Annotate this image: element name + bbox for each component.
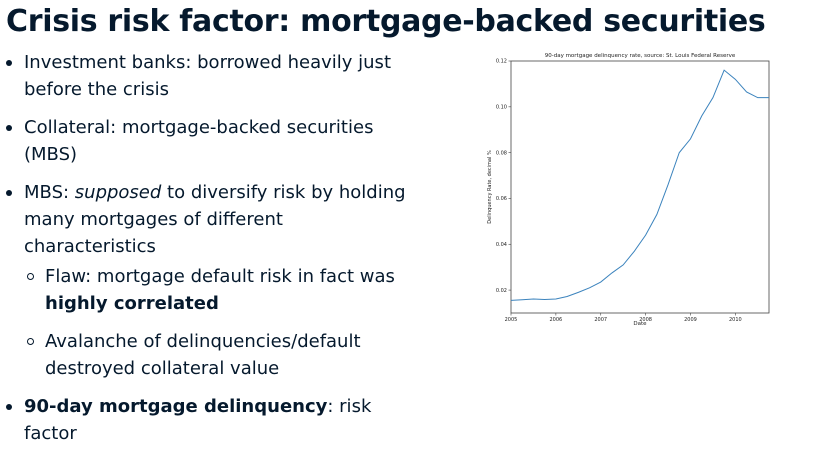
series-line bbox=[510, 69, 769, 301]
bullet-text-prefix: MBS: bbox=[24, 182, 75, 203]
y-tick-label: 0.04 bbox=[496, 242, 507, 248]
sub-bullet-bold: highly correlated bbox=[45, 293, 219, 314]
sub-bullet-flaw: Flaw: mortgage default risk in fact was … bbox=[24, 263, 420, 317]
x-tick-label: 2008 bbox=[639, 317, 652, 323]
bullet-investment-banks: Investment banks: borrowed heavily just … bbox=[0, 49, 420, 103]
x-tick-label: 2009 bbox=[684, 317, 697, 323]
bullet-text-emphasis: supposed bbox=[74, 182, 162, 203]
y-axis-label: Delinquency Rate, decimal % bbox=[487, 150, 493, 224]
bullet-delinquency: 90-day mortgage delinquency: risk factor bbox=[0, 393, 420, 447]
bullet-mbs: MBS: supposed to diversify risk by holdi… bbox=[0, 179, 420, 382]
x-tick-label: 2005 bbox=[505, 317, 518, 323]
delinquency-chart: 90-day mortgage delinquency rate, source… bbox=[482, 50, 774, 330]
chart-svg: 90-day mortgage delinquency rate, source… bbox=[487, 53, 770, 327]
bullet-collateral: Collateral: mortgage-backed securities (… bbox=[0, 114, 420, 168]
bullet-text-suffix: to diversify risk by holding many mortga… bbox=[24, 182, 406, 257]
x-axis-label: Date bbox=[633, 321, 647, 327]
plot-frame bbox=[510, 60, 770, 314]
bullet-bold: 90-day mortgage delinquency bbox=[24, 396, 328, 417]
y-tick-label: 0.12 bbox=[496, 59, 507, 65]
bullet-text: Investment banks: borrowed heavily just … bbox=[24, 52, 391, 100]
slide-title: Crisis risk factor: mortgage-backed secu… bbox=[6, 4, 766, 39]
sub-bullet-text: Flaw: mortgage default risk in fact was bbox=[45, 266, 395, 287]
sub-bullet-avalanche: Avalanche of delinquencies/default destr… bbox=[24, 328, 420, 382]
x-tick-label: 2010 bbox=[729, 317, 742, 323]
x-axis: 2005 2006 2007 2008 2009 2010 bbox=[505, 313, 742, 323]
bullet-list: Investment banks: borrowed heavily just … bbox=[0, 49, 420, 458]
sub-bullet-text: Avalanche of delinquencies/default destr… bbox=[45, 331, 361, 379]
chart-title: 90-day mortgage delinquency rate, source… bbox=[545, 53, 736, 59]
x-tick-label: 2006 bbox=[550, 317, 563, 323]
y-tick-label: 0.08 bbox=[496, 150, 507, 156]
sub-bullet-list: Flaw: mortgage default risk in fact was … bbox=[24, 263, 420, 382]
y-tick-label: 0.06 bbox=[496, 196, 507, 202]
y-tick-label: 0.10 bbox=[496, 105, 507, 111]
y-axis: 0.02 0.04 0.06 0.08 0.10 0.12 bbox=[496, 59, 511, 294]
bullet-text: Collateral: mortgage-backed securities (… bbox=[24, 117, 374, 165]
y-tick-label: 0.02 bbox=[496, 288, 507, 294]
x-tick-label: 2007 bbox=[594, 317, 607, 323]
